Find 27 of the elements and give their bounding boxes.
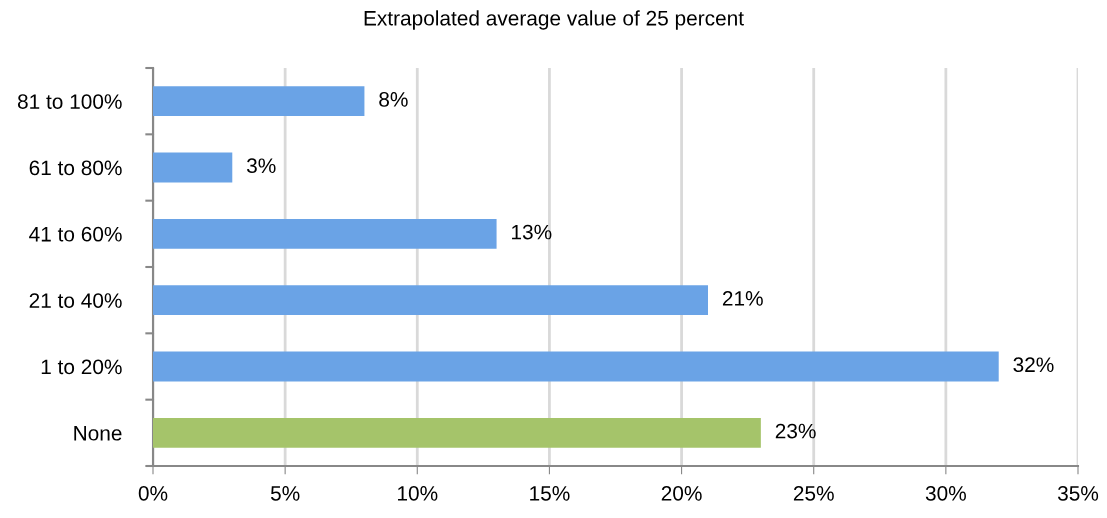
bar xyxy=(153,152,233,183)
data-label: 3% xyxy=(246,158,276,174)
bar xyxy=(153,417,761,448)
x-tick-label: 10% xyxy=(398,485,438,501)
chart-title: Extrapolated average value of 25 percent xyxy=(364,10,744,30)
y-tick-label: 81 to 100% xyxy=(17,94,122,109)
y-tick-label: 61 to 80% xyxy=(29,160,122,176)
bar xyxy=(153,285,708,316)
bar xyxy=(153,86,365,117)
data-label: 23% xyxy=(775,423,816,439)
x-tick-label: 15% xyxy=(530,486,570,501)
y-tick-label: 1 to 20% xyxy=(41,359,122,375)
x-tick-label: 20% xyxy=(661,485,702,501)
data-label: 8% xyxy=(379,92,408,107)
x-tick-label: 25% xyxy=(793,485,834,501)
data-label: 21% xyxy=(722,291,763,306)
x-tick-label: 30% xyxy=(925,485,966,501)
x-tick-label: 35% xyxy=(1057,485,1099,501)
data-label: 32% xyxy=(1013,357,1054,373)
y-tick-label: 21 to 40% xyxy=(29,293,122,308)
y-tick-label: None xyxy=(74,426,122,441)
bar xyxy=(153,218,497,249)
y-tick-label: 41 to 60% xyxy=(29,226,122,242)
x-tick-label: 0% xyxy=(138,485,168,501)
x-tick-label: 5% xyxy=(270,486,300,501)
bar xyxy=(153,351,999,382)
data-label: 13% xyxy=(512,224,552,240)
